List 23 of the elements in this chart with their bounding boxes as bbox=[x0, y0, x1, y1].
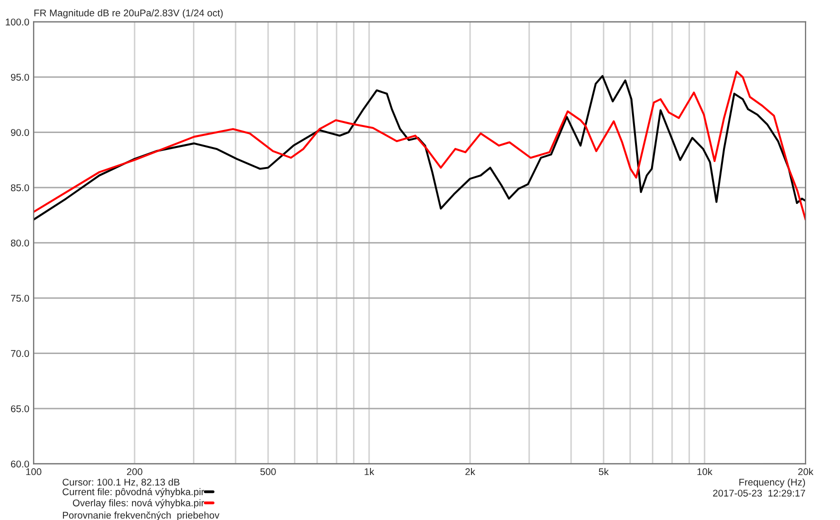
y-tick-label: 75.0 bbox=[11, 294, 30, 302]
x-tick-label: 1k bbox=[364, 468, 374, 476]
x-tick-label: 100 bbox=[26, 468, 42, 476]
legend-label: Overlay files: nová výhybka.pir bbox=[72, 499, 204, 508]
x-tick-label: 200 bbox=[126, 468, 142, 476]
x-axis-title: Frequency (Hz) bbox=[739, 478, 805, 488]
y-tick-label: 90.0 bbox=[10, 129, 30, 136]
y-tick-label: 85.0 bbox=[10, 184, 30, 192]
x-tick-label: 20k bbox=[798, 468, 814, 476]
y-tick-label: 65.0 bbox=[11, 405, 30, 412]
x-tick-label: 5k bbox=[598, 468, 609, 476]
y-tick-label: 95.0 bbox=[10, 74, 30, 81]
legend-label: Current file: pôvodná výhybka.pir bbox=[62, 488, 204, 498]
y-tick-label: 100.0 bbox=[6, 18, 30, 26]
x-tick-label: 10k bbox=[697, 468, 712, 476]
x-tick-label: 500 bbox=[260, 468, 276, 476]
text: 2017-05-23 12:29:17 bbox=[713, 490, 806, 497]
y-tick-label: 80.0 bbox=[10, 240, 30, 246]
text: Cursor: 100.1 Hz, 82.13 dB bbox=[62, 478, 180, 487]
x-tick-label: 2k bbox=[465, 468, 476, 476]
y-tick-label: 70.0 bbox=[11, 350, 30, 357]
y-tick-label: 60.0 bbox=[11, 460, 30, 468]
chart-title: FR Magnitude dB re 20uPa/2.83V (1/24 oct) bbox=[34, 9, 223, 18]
